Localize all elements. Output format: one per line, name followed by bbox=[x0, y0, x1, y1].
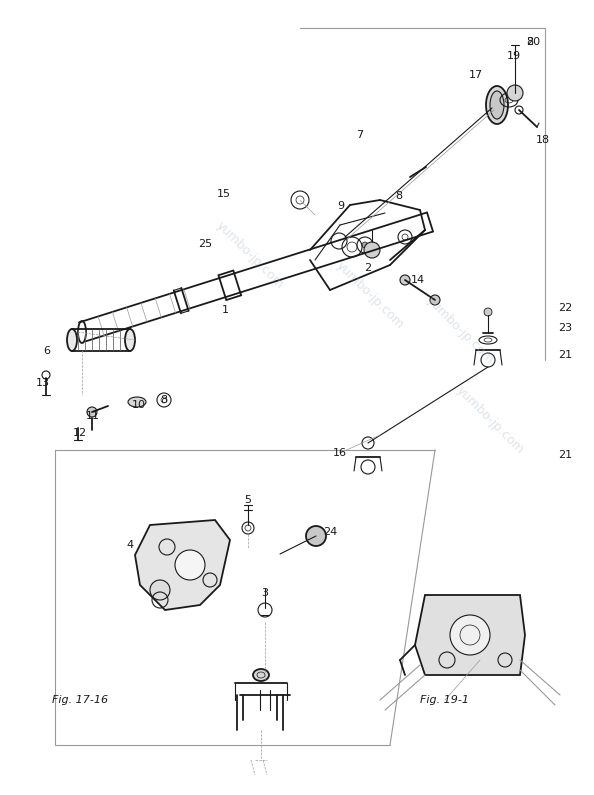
Ellipse shape bbox=[486, 86, 508, 124]
Text: 1: 1 bbox=[222, 305, 229, 315]
Text: yumbo-jp.com: yumbo-jp.com bbox=[214, 219, 286, 291]
Text: 8: 8 bbox=[160, 395, 168, 405]
Text: Fig. 19-1: Fig. 19-1 bbox=[421, 695, 469, 705]
Text: 8: 8 bbox=[396, 191, 403, 201]
Circle shape bbox=[150, 580, 170, 600]
Text: 12: 12 bbox=[73, 428, 87, 438]
Text: 25: 25 bbox=[198, 239, 212, 249]
Ellipse shape bbox=[67, 329, 77, 351]
Ellipse shape bbox=[125, 329, 135, 351]
Text: 4: 4 bbox=[127, 540, 134, 550]
Text: 10: 10 bbox=[132, 400, 146, 410]
Text: 19: 19 bbox=[507, 51, 521, 61]
Circle shape bbox=[400, 275, 410, 285]
Circle shape bbox=[450, 615, 490, 655]
Circle shape bbox=[430, 295, 440, 305]
Text: 11: 11 bbox=[86, 411, 100, 421]
Ellipse shape bbox=[253, 669, 269, 681]
Text: 6: 6 bbox=[43, 346, 50, 356]
Circle shape bbox=[87, 407, 97, 417]
Polygon shape bbox=[415, 595, 525, 675]
Circle shape bbox=[484, 308, 492, 316]
Circle shape bbox=[507, 85, 523, 101]
Text: 2: 2 bbox=[365, 263, 372, 273]
Text: 7: 7 bbox=[356, 130, 364, 140]
Circle shape bbox=[175, 550, 205, 580]
Circle shape bbox=[364, 242, 380, 258]
Text: 17: 17 bbox=[469, 70, 483, 80]
Text: 21: 21 bbox=[558, 450, 572, 460]
Text: 18: 18 bbox=[536, 135, 550, 145]
Circle shape bbox=[362, 242, 368, 248]
Text: 16: 16 bbox=[333, 448, 347, 458]
Text: 13: 13 bbox=[36, 378, 50, 388]
Text: 15: 15 bbox=[217, 189, 231, 199]
Circle shape bbox=[306, 526, 326, 546]
Text: Fig. 17-16: Fig. 17-16 bbox=[52, 695, 108, 705]
Text: 23: 23 bbox=[558, 323, 572, 333]
Text: 9: 9 bbox=[337, 201, 345, 211]
Text: 21: 21 bbox=[558, 350, 572, 360]
Text: yumbo-jp.com: yumbo-jp.com bbox=[454, 384, 526, 456]
Text: 3: 3 bbox=[261, 588, 268, 598]
Ellipse shape bbox=[490, 91, 504, 119]
Text: yumbo-jp.com: yumbo-jp.com bbox=[424, 293, 497, 366]
Text: 14: 14 bbox=[411, 275, 425, 285]
Text: 22: 22 bbox=[558, 303, 572, 313]
Text: 5: 5 bbox=[245, 495, 251, 505]
Ellipse shape bbox=[128, 397, 146, 407]
Polygon shape bbox=[135, 520, 230, 610]
Text: yumbo-jp.com: yumbo-jp.com bbox=[334, 258, 406, 332]
Text: 8: 8 bbox=[526, 37, 533, 47]
Text: 24: 24 bbox=[323, 527, 337, 537]
Text: 20: 20 bbox=[526, 37, 540, 47]
